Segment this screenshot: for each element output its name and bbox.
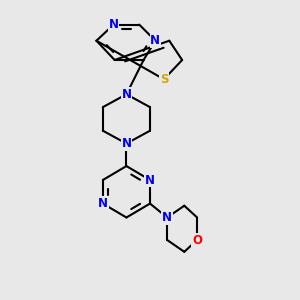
Text: N: N bbox=[145, 173, 155, 187]
Text: N: N bbox=[122, 88, 131, 101]
Text: N: N bbox=[122, 137, 131, 150]
Text: S: S bbox=[160, 73, 168, 86]
Text: O: O bbox=[192, 233, 202, 247]
Text: N: N bbox=[150, 34, 161, 47]
Text: N: N bbox=[109, 18, 118, 31]
Text: N: N bbox=[98, 197, 108, 210]
Text: N: N bbox=[162, 211, 172, 224]
